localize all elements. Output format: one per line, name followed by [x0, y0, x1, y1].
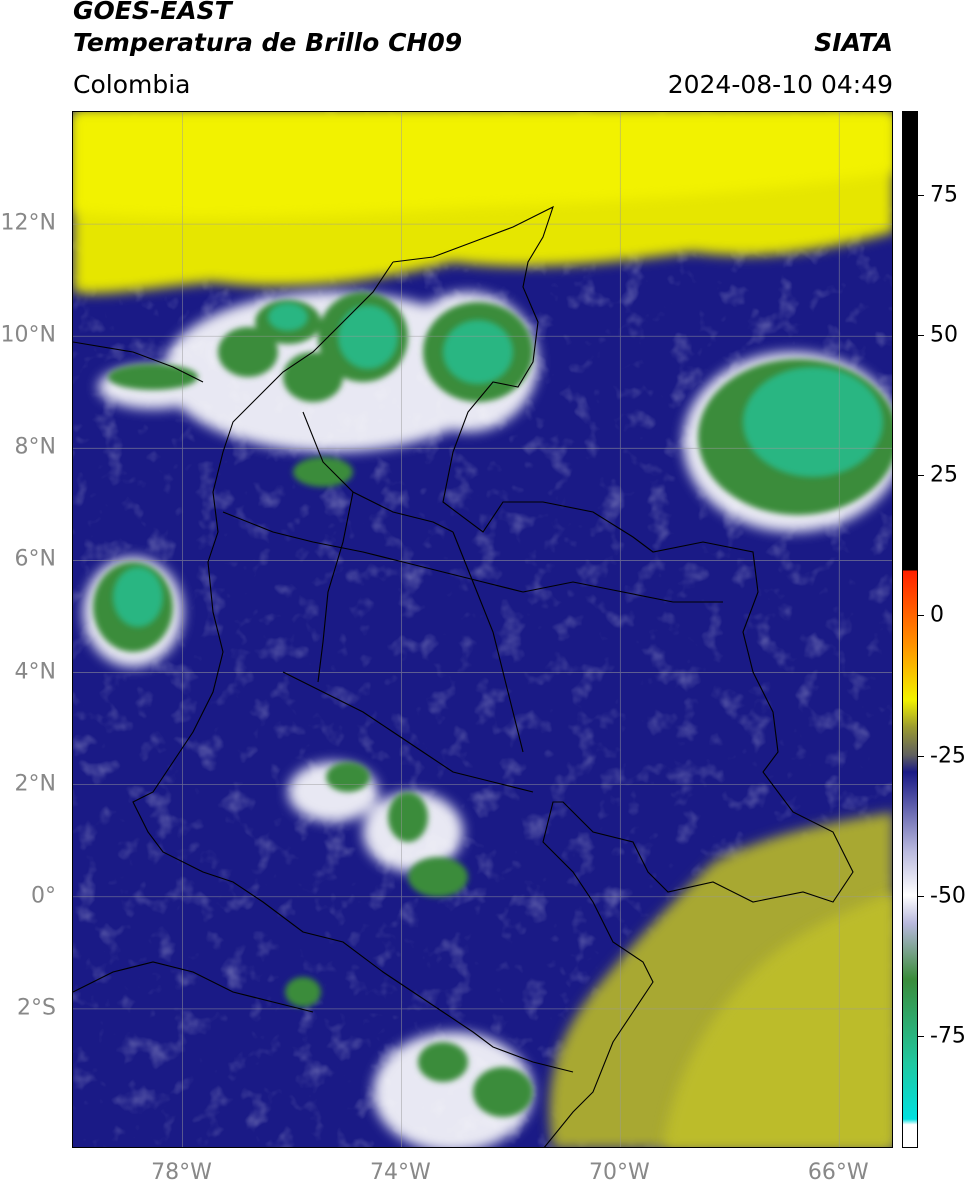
colorbar-tick [918, 755, 924, 757]
colorbar [902, 111, 918, 1148]
political-borders [73, 205, 854, 1147]
olive-area-core [663, 892, 892, 1147]
region-label: Colombia [73, 70, 191, 99]
title-line-1: GOES-EAST [73, 0, 232, 25]
colorbar-tick [918, 615, 924, 617]
yellow-band-core [73, 112, 892, 218]
latitude-label: 10°N [0, 322, 56, 348]
colorbar-tick-label: 0 [930, 602, 944, 628]
latitude-label: 2°N [14, 771, 56, 797]
latitude-label: 12°N [0, 210, 56, 236]
latitude-label: 2°S [17, 995, 56, 1021]
colorbar-tick [918, 1035, 924, 1037]
colorbar-tick-label: 50 [930, 322, 958, 348]
colorbar-tick [918, 195, 924, 197]
colorbar-tick [918, 475, 924, 477]
colorbar-tick-label: -25 [930, 743, 966, 769]
colorbar-tick-label: 75 [930, 182, 958, 208]
colorbar-tick [918, 335, 924, 337]
colorbar-tick-label: 25 [930, 462, 958, 488]
title-line-2: Temperatura de Brillo CH09 [73, 28, 463, 57]
colorbar-tick-label: -75 [930, 1023, 966, 1049]
latitude-label: 4°N [14, 659, 56, 685]
agency-label: SIATA [814, 28, 893, 57]
satellite-map[interactable] [72, 111, 893, 1148]
colorbar-tick-label: -50 [930, 883, 966, 909]
datetime-label: 2024-08-10 04:49 [667, 70, 893, 99]
latitude-label: 6°N [14, 546, 56, 572]
colorbar-tick [918, 895, 924, 897]
latitude-label: 0° [31, 883, 56, 909]
longitude-label: 70°W [588, 1160, 650, 1185]
map-canvas [73, 112, 892, 1147]
longitude-label: 78°W [151, 1160, 212, 1185]
longitude-label: 74°W [370, 1160, 431, 1185]
map-gridlines [73, 112, 892, 1147]
latitude-label: 8°N [14, 434, 56, 460]
longitude-label: 66°W [807, 1160, 869, 1185]
